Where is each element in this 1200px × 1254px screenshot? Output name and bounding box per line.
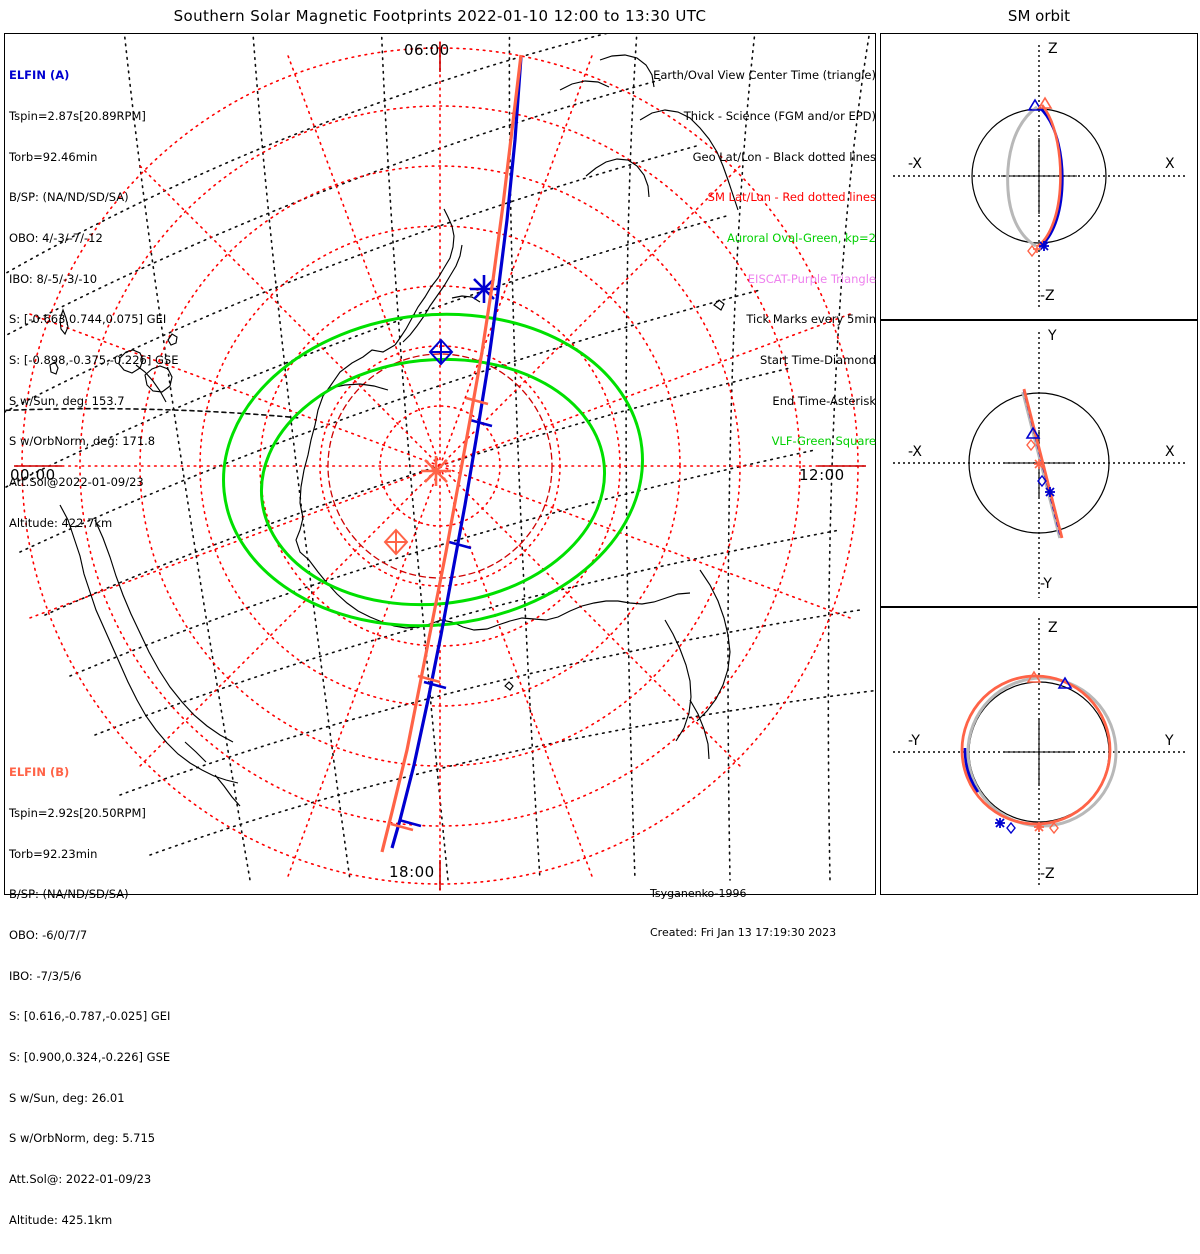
info-a-line: OBO: 4/-3/-7/-12 — [9, 230, 103, 245]
legend: Earth/Oval View Center Time (triangle) T… — [653, 42, 876, 476]
info-b-line: Att.Sol@: 2022-01-09/23 — [9, 1172, 152, 1186]
info-a-line: Altitude: 422.7km — [9, 515, 113, 530]
orbit-panel-xy — [880, 320, 1198, 607]
orbit-xz-axis-top: Z — [1048, 41, 1058, 57]
page-title: Southern Solar Magnetic Footprints 2022-… — [173, 7, 707, 25]
track-b-end-asterisk — [421, 456, 451, 486]
track-elfin-b — [380, 54, 523, 853]
orbit-xy-axis-right: X — [1165, 444, 1175, 460]
info-b-line: Torb=92.23min — [9, 846, 98, 861]
info-a-line: Tspin=2.87s[20.89RPM] — [9, 108, 146, 123]
created-date: Created: Fri Jan 13 17:19:30 2023 — [650, 925, 837, 939]
info-b-line: S: [0.900,0.324,-0.226] GSE — [9, 1049, 171, 1064]
legend-item: Tick Marks every 5min — [746, 312, 876, 327]
track-b-ticks — [390, 396, 489, 832]
info-a-line: S: [-0.663,0.744,0.075] GEI — [9, 312, 167, 327]
legend-item: Earth/Oval View Center Time (triangle) — [653, 68, 876, 83]
info-b-line: Tspin=2.92s[20.50RPM] — [9, 805, 146, 820]
info-b-line: IBO: -7/3/5/6 — [9, 968, 82, 983]
orbit-yz-axis-top: Z — [1048, 620, 1058, 636]
info-b-line: Altitude: 425.1km — [9, 1212, 113, 1227]
mlt-label-bottom: 18:00 — [389, 863, 435, 881]
orbit-yz-axis-bottom: -Z — [1040, 866, 1055, 882]
legend-item: End Time-Asterisk — [772, 393, 876, 408]
orbit-xz-axis-right: X — [1165, 156, 1175, 172]
orbit-graphics: Z -Z -X X Y — [893, 41, 1188, 888]
mlt-label-left: 00:00 — [10, 466, 56, 484]
mlt-label-top: 06:00 — [404, 41, 450, 59]
legend-item: SM Lat/Lon - Red dotted lines — [707, 190, 876, 205]
info-b-title: ELFIN (B) — [9, 765, 70, 780]
orbit-xz-graphics: Z -Z -X X — [893, 41, 1188, 310]
track-a-start-diamond — [428, 338, 454, 366]
info-b-line: S w/Sun, deg: 26.01 — [9, 1090, 125, 1105]
info-a-line: B/SP: (NA/ND/SD/SA) — [9, 190, 129, 205]
model-name: Tsyganenko-1996 — [650, 886, 747, 900]
info-b-line: S w/OrbNorm, deg: 5.715 — [9, 1131, 156, 1146]
orbit-panel-xz — [880, 33, 1198, 320]
info-a-line: S: [-0.898,-0.375,-0.226] GSE — [9, 352, 179, 367]
figure-root: Southern Solar Magnetic Footprints 2022-… — [4, 7, 1198, 1226]
info-elfin-a: ELFIN (A) Tspin=2.87s[20.89RPM] Torb=92.… — [9, 42, 178, 557]
info-a-line: S w/OrbNorm, deg: 171.8 — [9, 434, 156, 449]
legend-item: EISCAT-Purple Triangle — [747, 271, 876, 286]
legend-item: VLF-Green Square — [771, 434, 876, 449]
legend-item: Thick - Science (FGM and/or EPD) — [683, 108, 876, 123]
polar-map-panel — [4, 33, 876, 895]
orbit-panel-title: SM orbit — [1007, 7, 1071, 25]
orbit-xy-axis-top: Y — [1047, 328, 1057, 344]
info-b-line: B/SP: (NA/ND/SD/SA) — [9, 887, 129, 902]
info-a-line: IBO: 8/-5/-3/-10 — [9, 271, 98, 286]
info-a-line: Torb=92.46min — [9, 149, 98, 164]
orbit-yz-graphics: Z -Z -Y Y — [893, 618, 1188, 888]
track-elfin-a — [390, 56, 523, 849]
mlt-label-right: 12:00 — [799, 466, 845, 484]
orbit-yz-axis-left: -Y — [908, 733, 920, 749]
orbit-panel-yz — [880, 607, 1198, 895]
map-graphics — [5, 34, 875, 893]
orbit-xz-axis-bottom: -Z — [1040, 288, 1055, 304]
orbit-xy-graphics: Y -Y -X X — [893, 328, 1188, 598]
legend-item: Start Time-Diamond — [760, 352, 876, 367]
track-b-start-diamond — [383, 528, 409, 556]
info-a-title: ELFIN (A) — [9, 68, 70, 83]
info-a-line: Att.Sol@2022-01-09/23 — [9, 475, 144, 489]
legend-item: Geo Lat/Lon - Black dotted lines — [692, 149, 876, 164]
info-b-line: S: [0.616,-0.787,-0.025] GEI — [9, 1009, 171, 1024]
track-a-ticks — [398, 418, 493, 828]
info-a-line: S w/Sun, deg: 153.7 — [9, 393, 125, 408]
orbit-xy-axis-bottom: -Y — [1040, 576, 1052, 592]
orbit-yz-axis-right: Y — [1164, 733, 1174, 749]
legend-item: Auroral Oval-Green, kp=2 — [726, 230, 876, 245]
geo-grid — [5, 34, 875, 881]
orbit-xy-axis-left: -X — [908, 444, 922, 460]
info-b-line: OBO: -6/0/7/7 — [9, 927, 88, 942]
orbit-xz-axis-left: -X — [908, 156, 922, 172]
